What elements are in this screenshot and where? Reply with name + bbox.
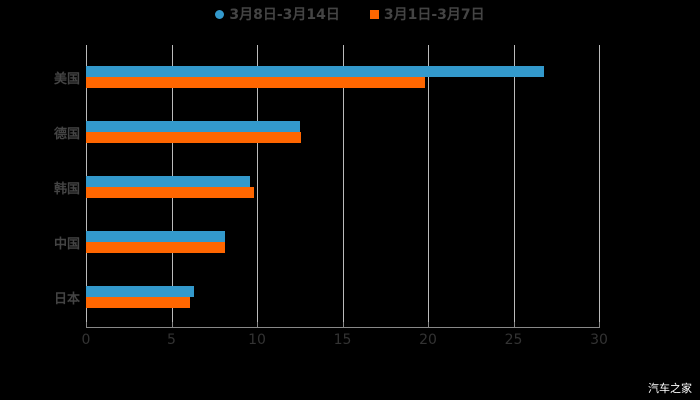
x-tick-label: 15 xyxy=(333,332,352,348)
legend-item-series-1[interactable]: 3月8日-3月14日 xyxy=(215,4,340,24)
legend-marker-square-icon xyxy=(369,9,379,19)
x-axis xyxy=(86,327,600,328)
bar-1[interactable] xyxy=(86,66,545,77)
category-label: 中国 xyxy=(53,237,80,252)
bar-1[interactable] xyxy=(86,231,225,242)
bar-2[interactable] xyxy=(86,242,225,253)
x-tick-label: 25 xyxy=(504,332,523,348)
bar-2[interactable] xyxy=(86,132,302,143)
gridline xyxy=(599,45,600,327)
bar-2[interactable] xyxy=(86,187,254,198)
bar-2[interactable] xyxy=(86,297,191,308)
x-tick xyxy=(342,322,344,328)
x-tick-label: 30 xyxy=(590,332,608,348)
x-tick-label: 0 xyxy=(81,332,91,348)
x-tick xyxy=(257,322,258,328)
category-label: 日本 xyxy=(53,292,80,307)
x-tick xyxy=(599,322,600,328)
gridline xyxy=(257,45,258,327)
category-label: 韩国 xyxy=(53,182,80,197)
bar-1[interactable] xyxy=(86,286,194,297)
x-tick xyxy=(513,322,515,328)
x-tick-label: 5 xyxy=(167,332,176,348)
gridline xyxy=(428,45,429,327)
gridline xyxy=(513,45,515,327)
legend-marker-circle-icon xyxy=(215,9,225,19)
x-tick-label: 20 xyxy=(419,332,437,348)
gridline xyxy=(342,45,344,327)
legend-label: 3月8日-3月14日 xyxy=(229,7,340,23)
x-tick xyxy=(428,322,429,328)
category-label: 德国 xyxy=(53,127,80,142)
x-tick xyxy=(171,322,173,328)
bar-1[interactable] xyxy=(86,121,300,132)
chart-legend: 3月8日-3月14日 3月1日-3月7日 xyxy=(0,4,700,24)
x-tick-label: 10 xyxy=(248,332,266,348)
category-label: 美国 xyxy=(53,72,80,87)
legend-item-series-2[interactable]: 3月1日-3月7日 xyxy=(369,4,485,24)
bar-1[interactable] xyxy=(86,176,251,187)
legend-label: 3月1日-3月7日 xyxy=(383,7,485,23)
watermark: 汽车之家 xyxy=(648,382,692,395)
x-tick xyxy=(86,322,87,328)
bar-2[interactable] xyxy=(86,77,425,88)
